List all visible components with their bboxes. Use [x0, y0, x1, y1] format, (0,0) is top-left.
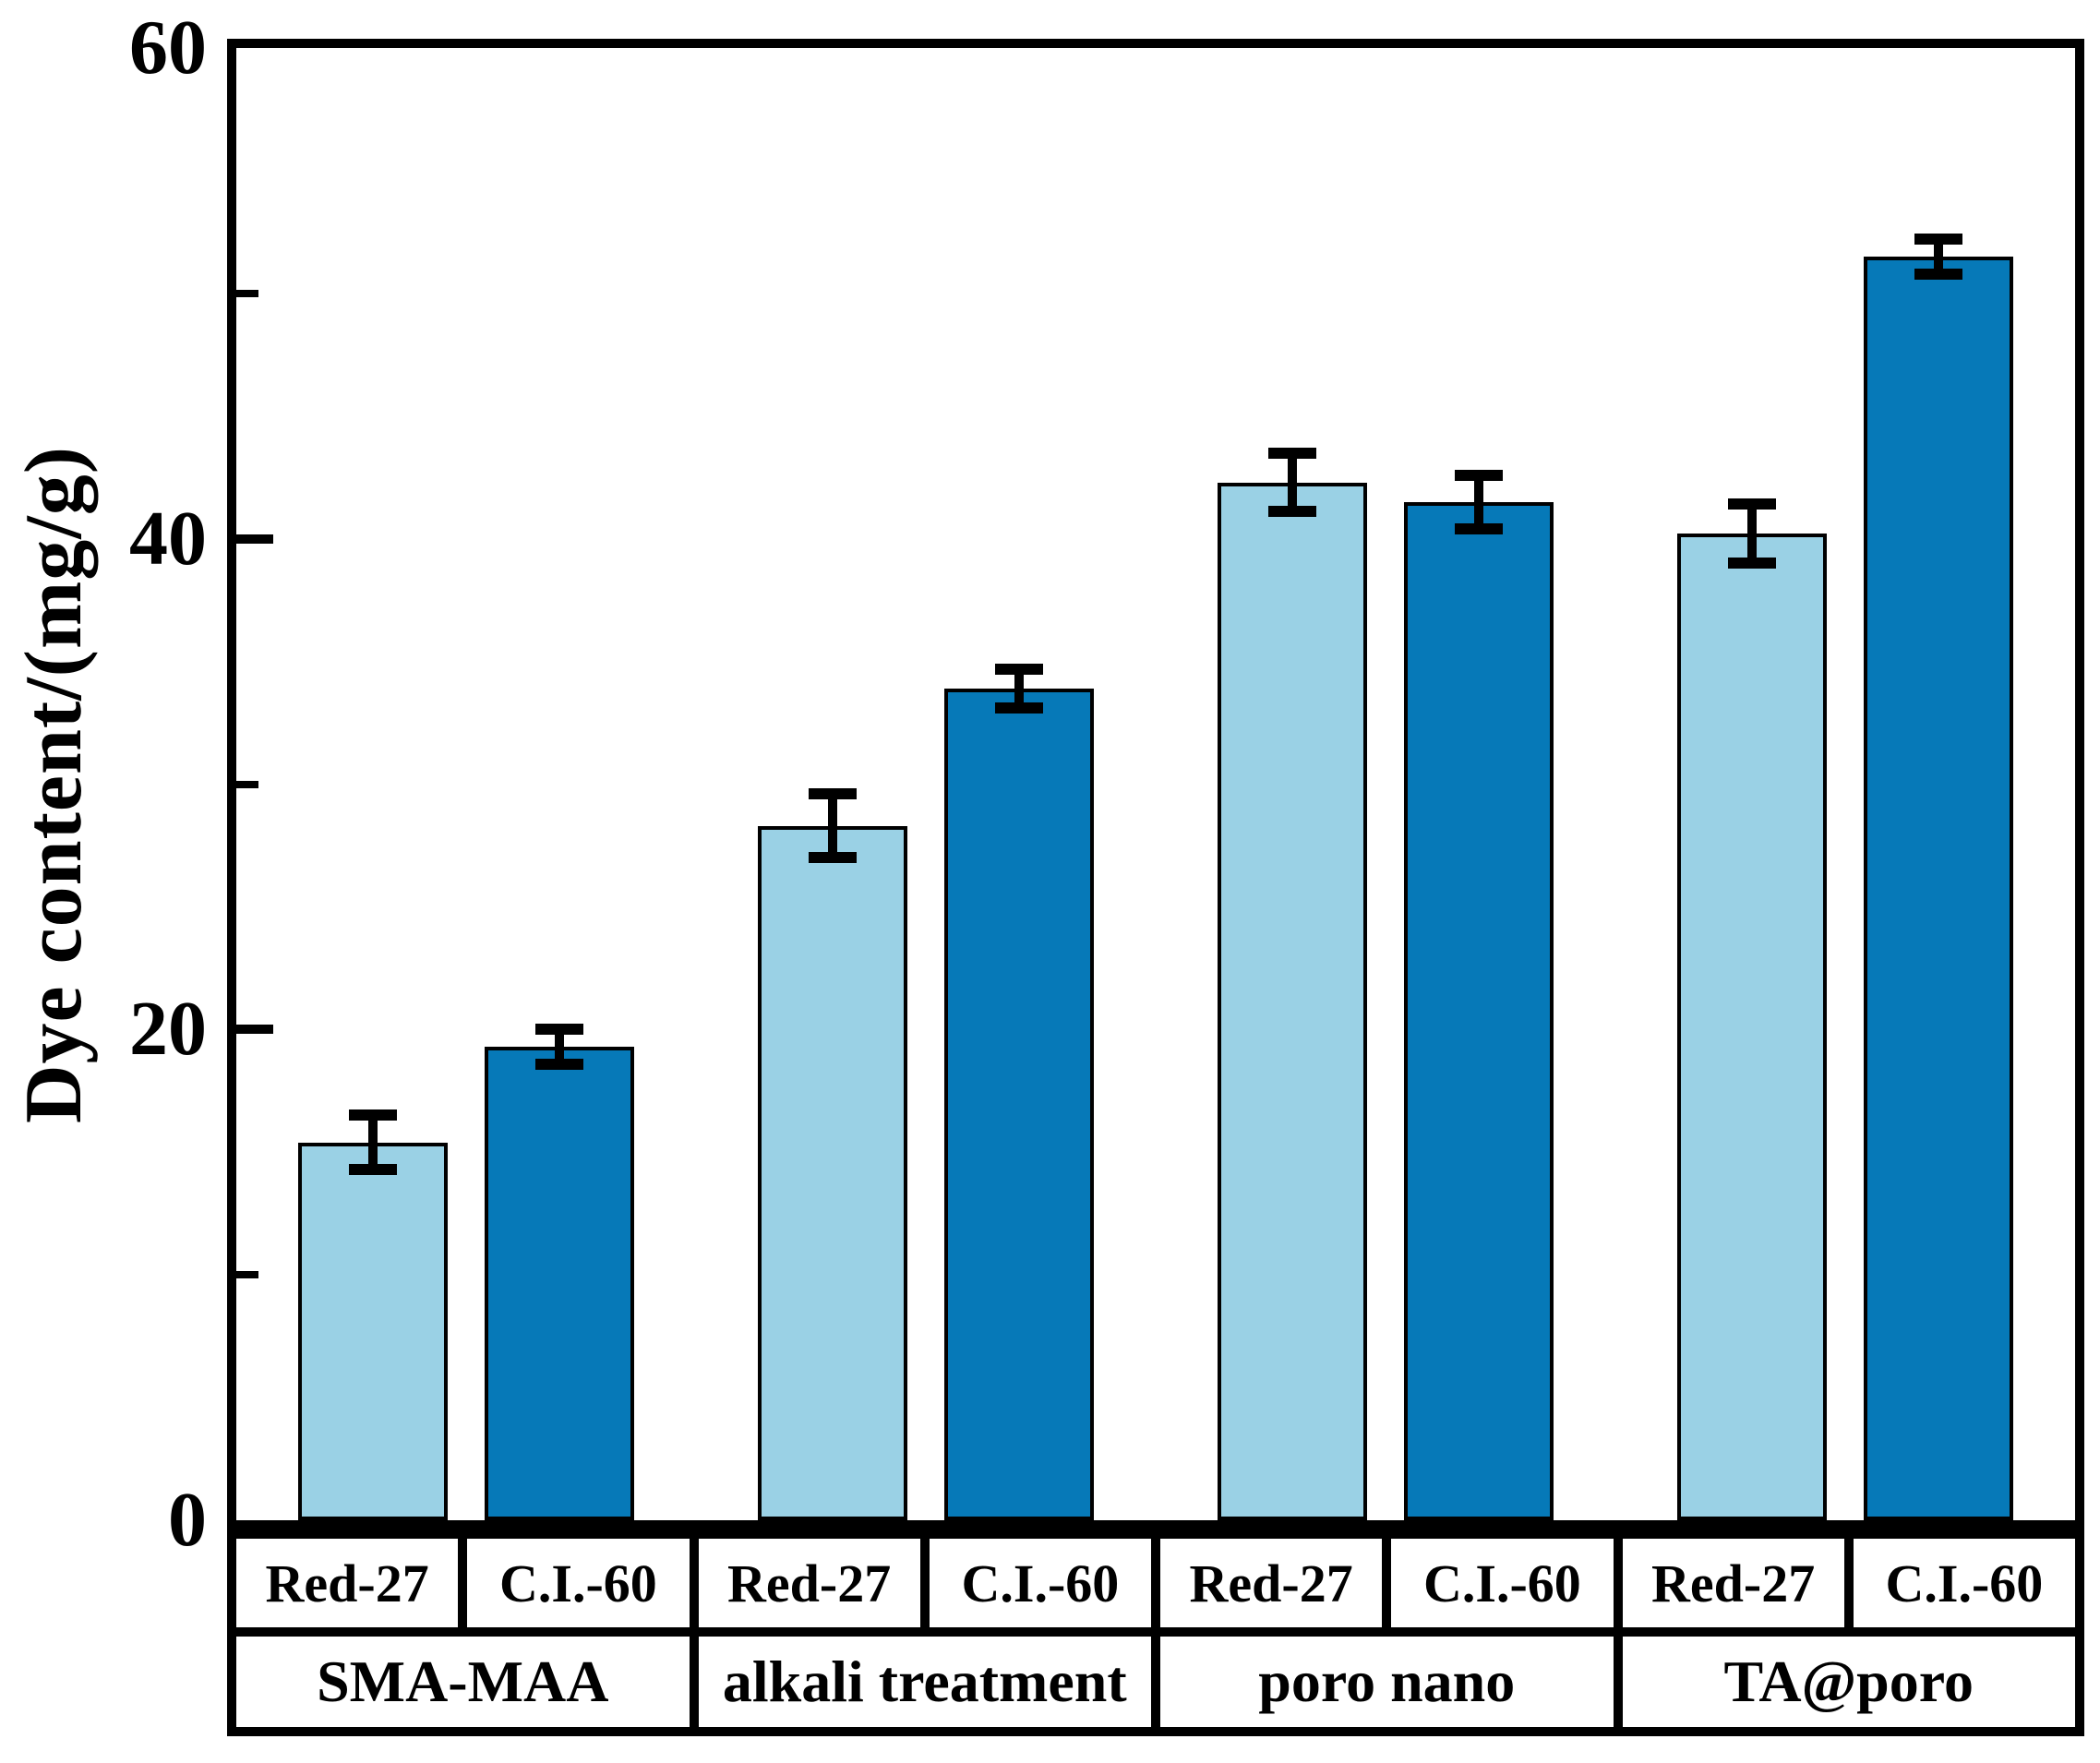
error-bar-cap-top-sma-maa-red-27	[349, 1109, 397, 1121]
x-axis-label-table: Red-27 C.I.-60 Red-27 C.I.-60 Red-27 C.I.-60 R…	[227, 1529, 2084, 1736]
error-bar-line-ta-poro-red-27	[1747, 504, 1757, 564]
error-bar-cap-bottom-sma-maa-red-27	[349, 1163, 397, 1175]
y-major-tick	[236, 1025, 273, 1035]
bar-alkali-treatment-red-27	[758, 825, 907, 1520]
error-bar-cap-bottom-alkali-treatment-c-i-60	[995, 702, 1043, 714]
error-bar-cap-top-ta-poro-c-i-60	[1914, 234, 1962, 246]
error-bar-line-ta-poro-c-i-60	[1934, 239, 1943, 274]
error-bar-cap-bottom-ta-poro-red-27	[1728, 558, 1776, 570]
x-group-label-cell: poro nano	[1160, 1637, 1614, 1727]
error-bar-cap-top-sma-maa-c-i-60	[535, 1024, 583, 1036]
error-bar-cap-top-poro-nano-c-i-60	[1455, 469, 1503, 481]
error-bar-cap-bottom-poro-nano-c-i-60	[1455, 523, 1503, 535]
error-bar-cap-top-poro-nano-red-27	[1268, 447, 1316, 459]
bar-ta-poro-c-i-60	[1864, 256, 2013, 1520]
x-bar-label-cell: Red-27	[698, 1539, 920, 1627]
y-tick-label: 0	[168, 1477, 207, 1563]
error-bar-cap-top-alkali-treatment-c-i-60	[995, 663, 1043, 675]
y-minor-tick	[236, 289, 258, 297]
bar-alkali-treatment-c-i-60	[944, 688, 1094, 1520]
x-bar-label-cell: C.I.-60	[1391, 1539, 1614, 1627]
x-bar-label-cell: C.I.-60	[929, 1539, 1151, 1627]
x-bar-label-cell: C.I.-60	[467, 1539, 690, 1627]
x-axis-bar-label-row: Red-27 C.I.-60 Red-27 C.I.-60 Red-27 C.I.-60 R…	[236, 1539, 2075, 1627]
x-group-label-cell: alkali treatment	[698, 1637, 1151, 1727]
x-bar-label-cell: Red-27	[1622, 1539, 1844, 1627]
y-tick-label: 40	[129, 495, 207, 582]
y-major-tick	[236, 534, 273, 544]
error-bar-line-alkali-treatment-c-i-60	[1014, 668, 1024, 709]
error-bar-cap-bottom-sma-maa-c-i-60	[535, 1058, 583, 1070]
error-bar-line-sma-maa-c-i-60	[555, 1029, 564, 1064]
y-minor-tick	[236, 780, 258, 788]
error-bar-line-poro-nano-c-i-60	[1474, 474, 1483, 530]
error-bar-line-sma-maa-red-27	[368, 1115, 378, 1169]
x-bar-label-cell: Red-27	[236, 1539, 459, 1627]
x-group-label-cell: SMA-MAA	[236, 1637, 690, 1727]
error-bar-cap-bottom-ta-poro-c-i-60	[1914, 268, 1962, 280]
x-bar-label-cell: C.I.-60	[1853, 1539, 2075, 1627]
bar-poro-nano-red-27	[1218, 482, 1367, 1520]
error-bar-cap-top-alkali-treatment-red-27	[809, 788, 857, 800]
bar-sma-maa-c-i-60	[485, 1046, 634, 1520]
y-axis-title: Dye content/(mg/g)	[9, 445, 99, 1123]
error-bar-line-alkali-treatment-red-27	[828, 794, 837, 858]
y-minor-tick	[236, 1271, 258, 1279]
x-bar-label-cell: Red-27	[1160, 1539, 1383, 1627]
bar-ta-poro-red-27	[1677, 534, 1827, 1520]
error-bar-cap-top-ta-poro-red-27	[1728, 498, 1776, 510]
error-bar-line-poro-nano-red-27	[1288, 452, 1297, 512]
bar-sma-maa-red-27	[298, 1142, 448, 1520]
error-bar-cap-bottom-poro-nano-red-27	[1268, 506, 1316, 518]
y-tick-label: 20	[129, 986, 207, 1073]
x-axis-group-label-row: SMA-MAA alkali treatment poro nano TA@poro	[236, 1637, 2075, 1727]
x-group-label-cell: TA@poro	[1622, 1637, 2075, 1727]
error-bar-cap-bottom-alkali-treatment-red-27	[809, 852, 857, 864]
bar-poro-nano-c-i-60	[1404, 501, 1554, 1520]
y-tick-label: 60	[129, 5, 207, 90]
